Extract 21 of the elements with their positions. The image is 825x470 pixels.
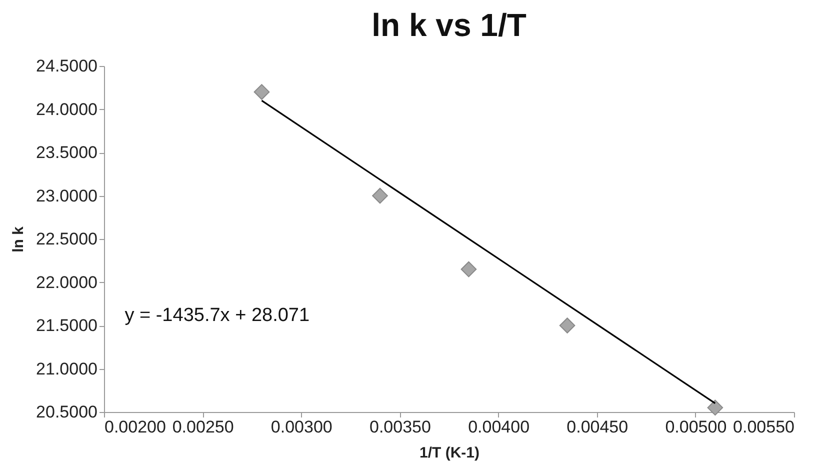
y-tick-label: 22.0000	[36, 272, 98, 292]
chart-title: ln k vs 1/T	[372, 7, 527, 43]
annotation: y = -1435.7x + 28.071	[124, 305, 310, 326]
x-axis-title: 1/T (K-1)	[420, 444, 480, 462]
y-tick-label: 23.5000	[36, 143, 98, 162]
y-tick-label: 21.0000	[36, 359, 98, 378]
y-tick-label: 24.0000	[36, 100, 98, 119]
x-tick-label: 0.00200	[104, 418, 166, 436]
y-tick-label: 23.0000	[36, 186, 98, 206]
x-tick-label: 0.00550	[733, 418, 794, 436]
y-axis-title: ln k	[10, 226, 28, 252]
y-tick-label: 21.5000	[36, 316, 98, 335]
y-tick-label: 20.5000	[36, 402, 98, 422]
x-tick-label: 0.00500	[665, 418, 727, 436]
x-tick-label: 0.00350	[369, 418, 431, 436]
y-tick-label: 22.5000	[36, 230, 98, 248]
x-tick-label: 0.00450	[566, 418, 628, 436]
x-tick-label: 0.00300	[270, 418, 332, 436]
y-tick-label: 24.5000	[36, 56, 98, 76]
x-tick-label: 0.00250	[172, 418, 234, 436]
x-tick-label: 0.00400	[468, 418, 530, 436]
